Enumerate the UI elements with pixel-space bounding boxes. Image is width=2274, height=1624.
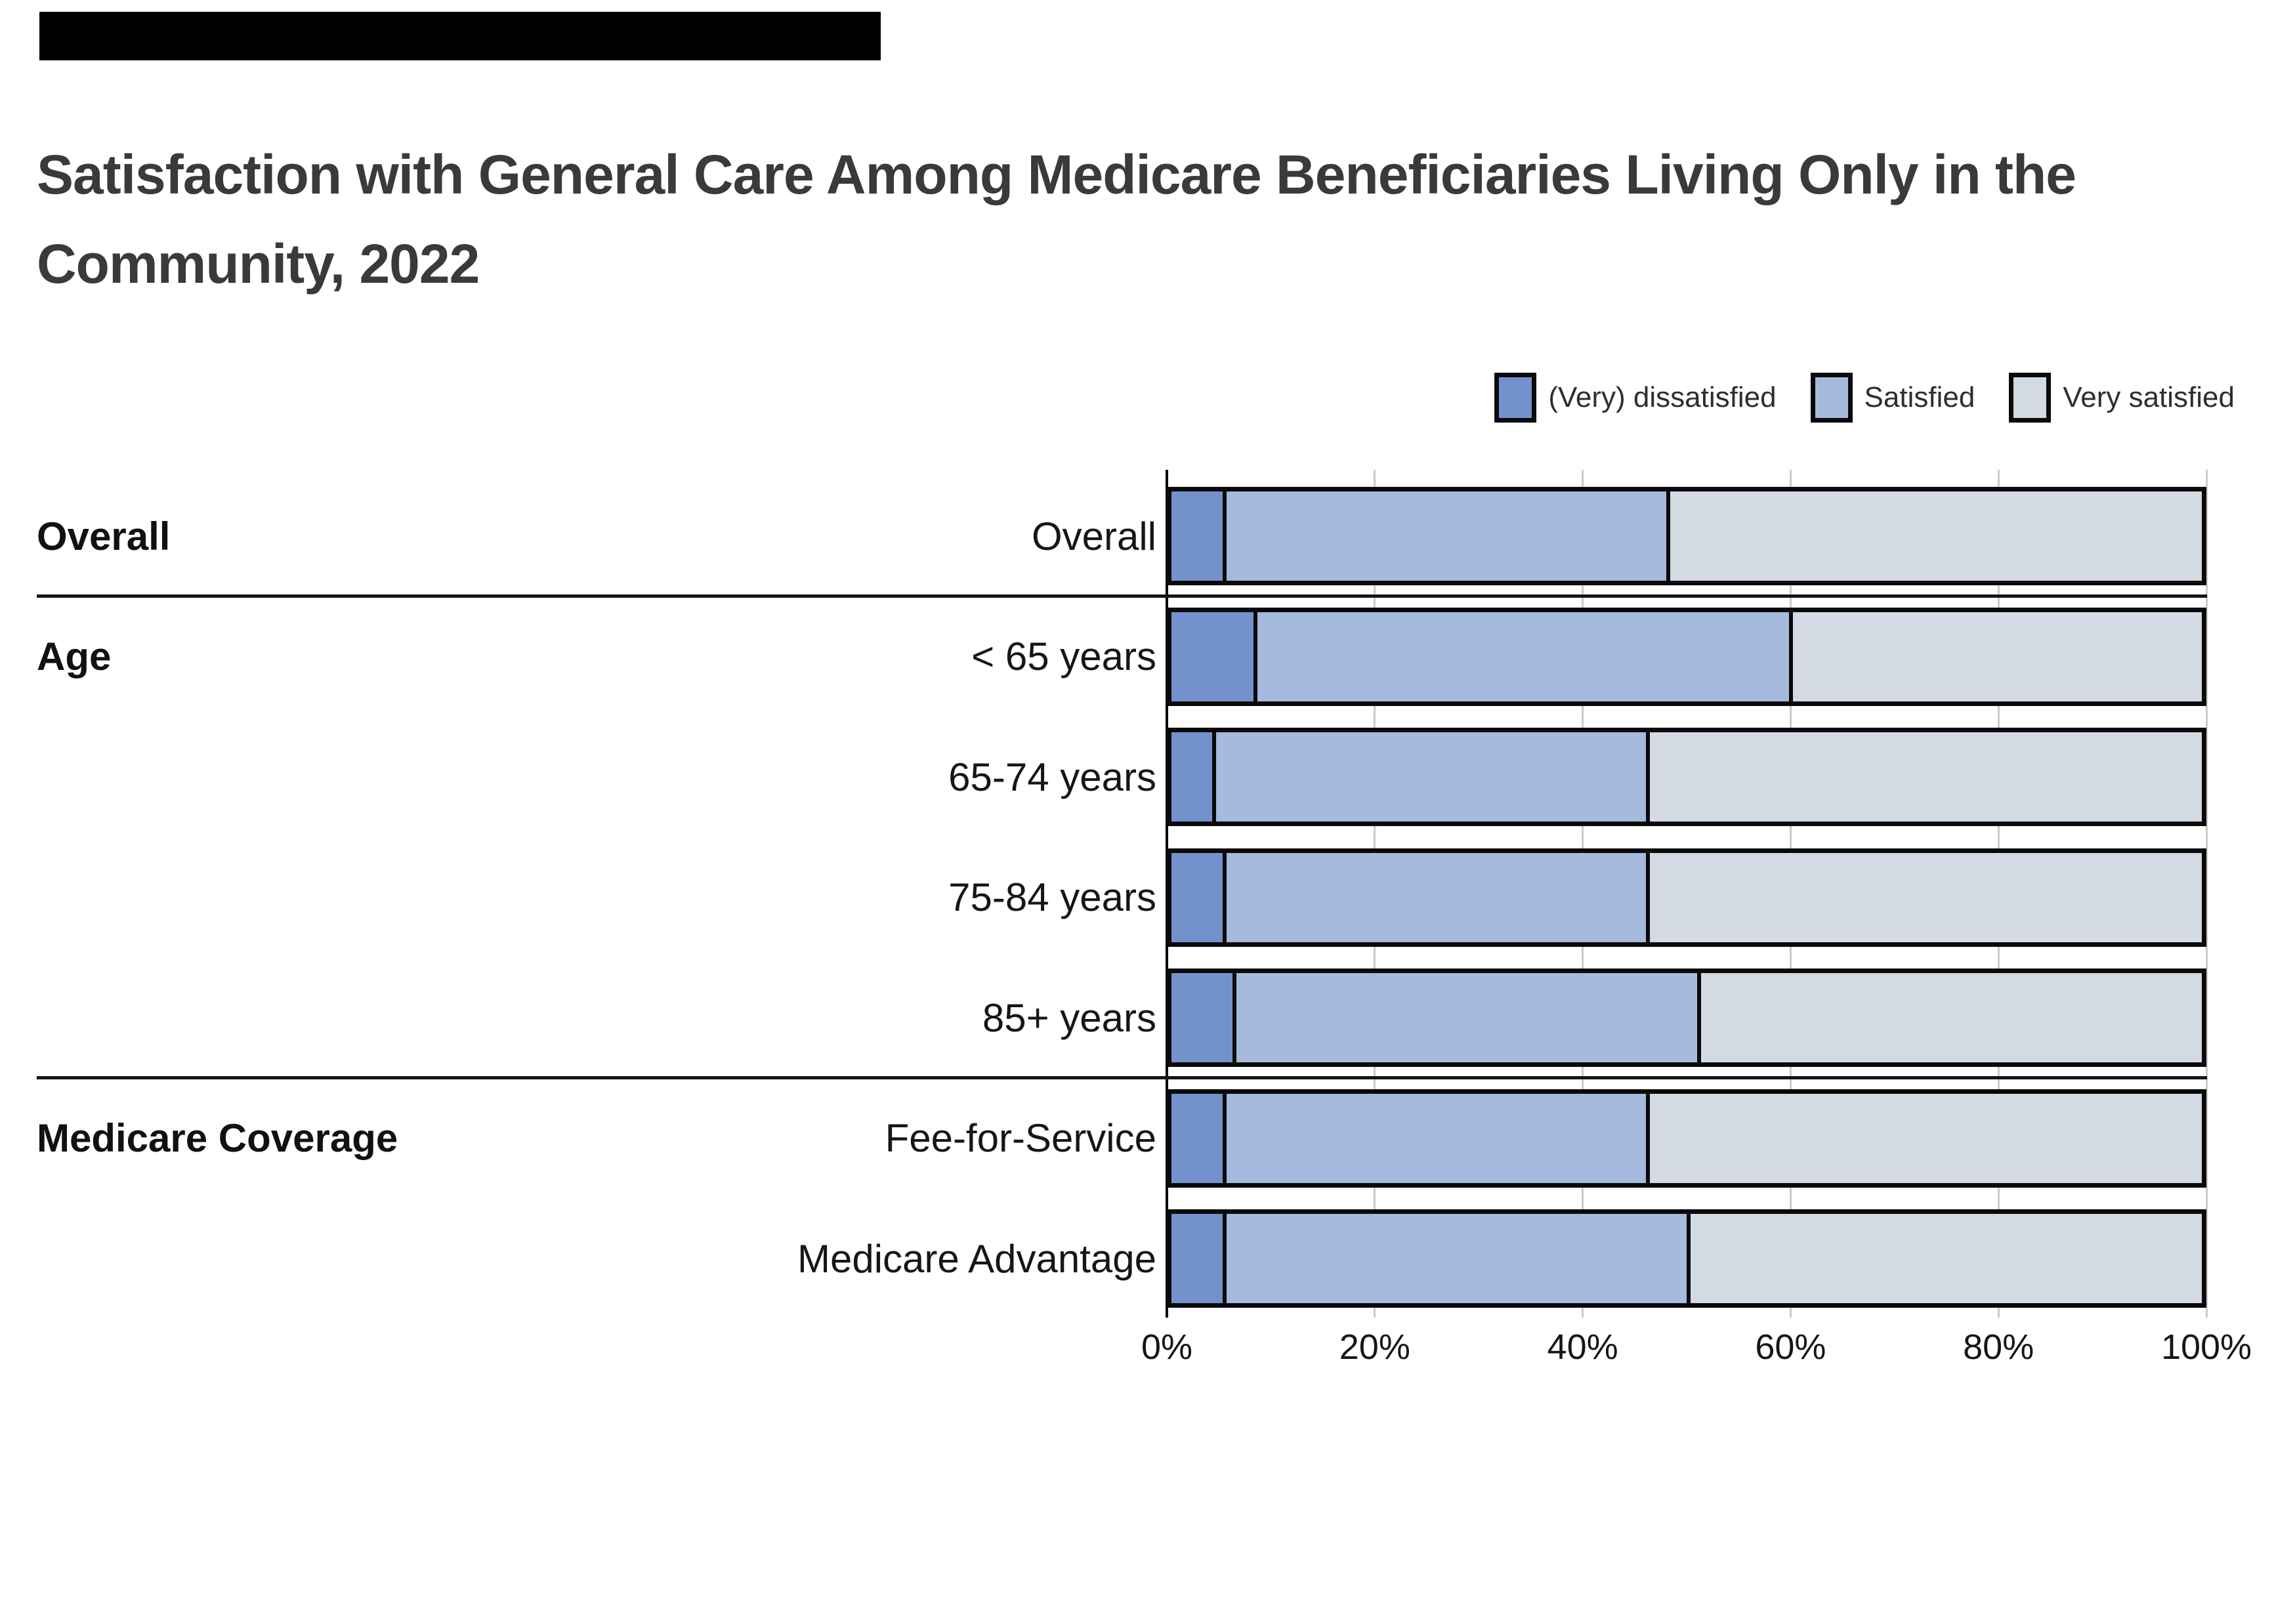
bar-segment	[1253, 612, 1789, 701]
row-label: 75-84 years	[948, 875, 1156, 919]
row-label: Medicare Advantage	[797, 1236, 1156, 1281]
legend-item-2: Satisfied	[1810, 373, 1975, 423]
legend-label: Very satisfied	[2063, 381, 2235, 413]
group-separator-line	[37, 594, 2207, 598]
row-label: < 65 years	[971, 635, 1156, 678]
bar-segment	[1171, 852, 1223, 942]
legend-swatch-icon	[1494, 373, 1537, 423]
chart-title-line2: Community, 2022	[37, 233, 480, 295]
x-tick-label-80%: 80%	[1963, 1327, 2034, 1367]
legend-swatch-icon	[1810, 373, 1853, 423]
bar-segment	[1696, 973, 2202, 1062]
legend-label: Satisfied	[1864, 381, 1975, 413]
stacked-bar-medicare-advantage	[1167, 1209, 2206, 1308]
x-tick-label-100%: 100%	[2160, 1327, 2252, 1367]
row-label: Overall	[1031, 514, 1156, 558]
bar-segment	[1171, 1214, 1223, 1303]
row-label: Fee-for-Service	[885, 1116, 1156, 1160]
group-label: Age	[37, 635, 112, 678]
stacked-bar-overall	[1167, 487, 2206, 585]
legend-item-3: Very satisfied	[2009, 373, 2235, 423]
legend-swatch-icon	[2009, 373, 2052, 423]
legend-label: (Very) dissatisfied	[1548, 381, 1777, 413]
bar-segment	[1645, 732, 2202, 822]
x-tick-label-20%: 20%	[1339, 1327, 1410, 1367]
legend: (Very) dissatisfied Satisfied Very satisfi…	[1494, 373, 2235, 423]
x-tick-label-60%: 60%	[1755, 1327, 1826, 1367]
bar-segment	[1788, 612, 2202, 701]
chart-title-line1: Satisfaction with General Care Among Med…	[37, 144, 2076, 205]
x-tick-label-40%: 40%	[1547, 1327, 1618, 1367]
bar-segment	[1222, 1214, 1687, 1303]
bar-segment	[1222, 491, 1666, 581]
bar-segment	[1171, 973, 1233, 1062]
bar-segment	[1666, 491, 2202, 581]
group-label: Overall	[37, 514, 171, 558]
group-label: Medicare Coverage	[37, 1116, 398, 1160]
stacked-bar-fee-for-service	[1167, 1089, 2206, 1188]
bar-segment	[1171, 491, 1223, 581]
bar-segment	[1212, 732, 1646, 822]
bar-segment	[1232, 973, 1697, 1062]
bar-segment	[1687, 1214, 2202, 1303]
row-label: 65-74 years	[948, 755, 1156, 799]
stacked-bar-85-years	[1167, 968, 2206, 1067]
bar-segment	[1222, 1093, 1646, 1183]
stacked-bar-65-74-years	[1167, 728, 2206, 826]
top-left-black-bar	[39, 12, 881, 60]
bar-segment	[1171, 1093, 1223, 1183]
bar-segment	[1222, 852, 1646, 942]
x-tick-label-0%: 0%	[1141, 1327, 1193, 1367]
chart-title: Satisfaction with General Care Among Med…	[37, 130, 2242, 308]
bar-segment	[1645, 852, 2202, 942]
legend-item-1: (Very) dissatisfied	[1494, 373, 1777, 423]
bar-segment	[1171, 732, 1213, 822]
group-separator-line	[37, 1076, 2207, 1080]
stacked-bar-75-84-years	[1167, 848, 2206, 947]
row-label: 85+ years	[982, 995, 1156, 1040]
bar-segment	[1645, 1093, 2202, 1183]
bar-segment	[1171, 612, 1253, 701]
gridline-100%	[2205, 470, 2208, 1318]
stacked-bar--65-years	[1167, 607, 2206, 706]
